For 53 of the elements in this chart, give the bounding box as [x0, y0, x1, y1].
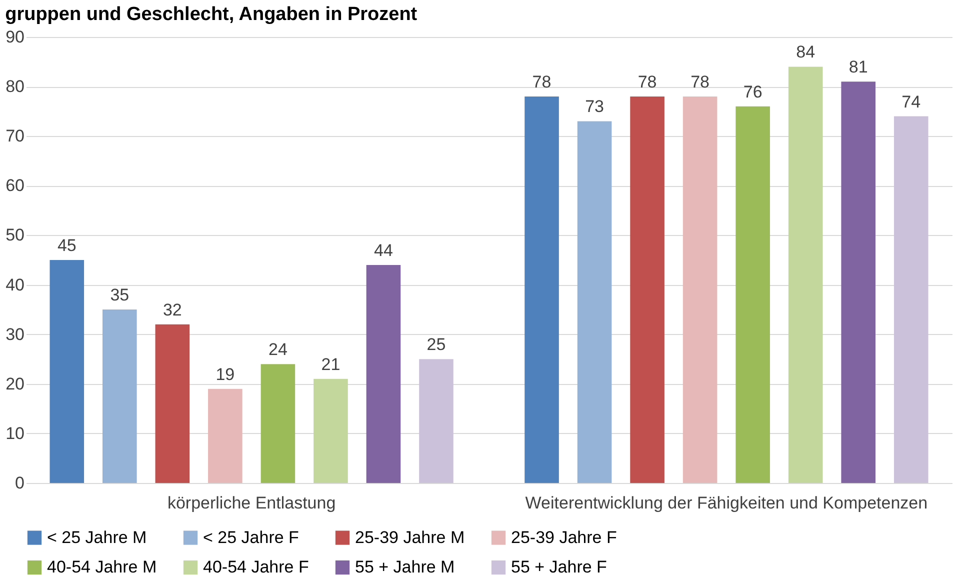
y-tick-label: 20 — [6, 374, 24, 394]
legend-label: 25-39 Jahre F — [511, 528, 617, 547]
legend-label: 55 + Jahre F — [511, 558, 607, 576]
legend-label: 40-54 Jahre F — [203, 558, 309, 576]
legend-label: < 25 Jahre M — [47, 528, 147, 547]
data-label: 25 — [426, 335, 446, 354]
bar — [577, 121, 612, 483]
bar — [419, 359, 454, 483]
legend-label: 40-54 Jahre M — [47, 558, 157, 576]
data-label: 78 — [638, 72, 657, 92]
y-tick-label: 50 — [6, 226, 24, 245]
bar — [50, 260, 84, 483]
y-tick-label: 30 — [6, 324, 24, 344]
y-tick-label: 40 — [6, 275, 24, 294]
bar — [841, 82, 876, 483]
data-label: 35 — [110, 286, 130, 305]
bar — [155, 324, 190, 483]
bar — [260, 364, 296, 483]
data-label: 32 — [162, 300, 182, 320]
data-label: 84 — [796, 42, 816, 62]
data-label: 21 — [321, 354, 340, 374]
data-label: 19 — [216, 364, 235, 384]
data-label: 24 — [268, 340, 288, 360]
legend-label: 55 + Jahre M — [355, 558, 455, 576]
data-label: 44 — [374, 240, 393, 260]
x-tick-label: körperliche Entlastung — [167, 494, 336, 512]
y-tick-label: 0 — [15, 474, 24, 492]
bar — [102, 310, 137, 483]
data-label: 78 — [532, 72, 552, 92]
bar — [682, 96, 718, 483]
bar — [524, 96, 559, 483]
bar — [788, 66, 823, 483]
bar — [366, 264, 401, 483]
bar — [314, 378, 348, 483]
legend-label: 25-39 Jahre M — [355, 528, 465, 547]
chart-title: gruppen und Geschlecht, Angaben in Prozent — [5, 4, 418, 25]
bar — [208, 388, 242, 483]
y-tick-label: 80 — [6, 77, 24, 96]
data-label: 76 — [743, 82, 762, 102]
y-tick-label: 10 — [6, 424, 24, 443]
bar — [630, 96, 664, 483]
data-label: 78 — [690, 72, 710, 92]
y-tick-label: 60 — [6, 176, 24, 196]
data-label: 45 — [57, 236, 76, 255]
legend-label: < 25 Jahre F — [203, 528, 299, 547]
x-tick-label: Weiterentwicklung der Fähigkeiten und Kompetenzen — [525, 494, 928, 512]
bar — [736, 106, 770, 483]
data-label: 81 — [848, 58, 868, 77]
y-tick-label: 70 — [6, 126, 24, 146]
data-label: 74 — [902, 92, 921, 112]
data-label: 73 — [585, 97, 604, 116]
bar — [894, 116, 928, 483]
y-tick-label: 90 — [6, 28, 24, 46]
